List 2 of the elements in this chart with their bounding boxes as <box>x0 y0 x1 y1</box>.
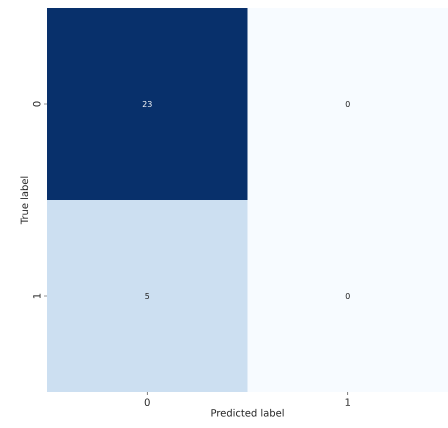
y-axis-title: True label <box>20 176 28 224</box>
x-axis-title: Predicted label <box>211 408 284 417</box>
